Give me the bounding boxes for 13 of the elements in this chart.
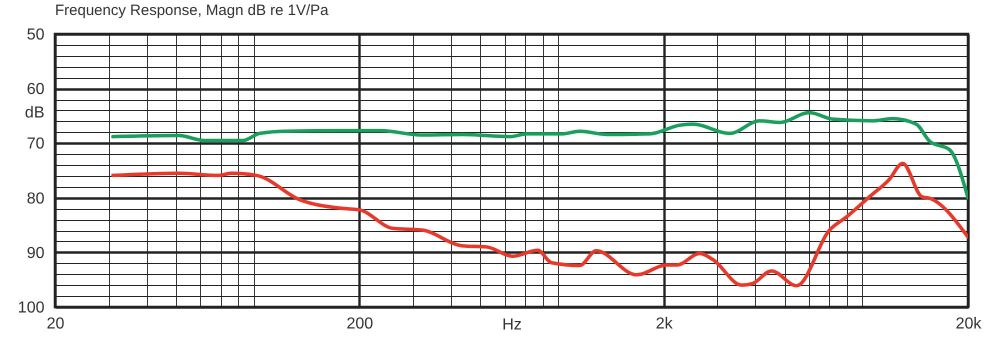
y-tick-label: 100: [18, 300, 45, 316]
x-tick-label: 200: [346, 316, 374, 332]
x-tick-label: 20k: [956, 316, 982, 332]
x-tick-label: 2k: [656, 316, 674, 332]
y-axis-title: dB: [24, 104, 44, 122]
y-tick-label: 60: [26, 81, 45, 98]
y-tick-label: 90: [26, 244, 45, 262]
y-tick-label: 80: [26, 190, 45, 208]
y-tick-label: 70: [26, 136, 45, 153]
chart-title: Frequency Response, Magn dB re 1V/Pa: [55, 2, 330, 19]
x-axis-title: Hz: [502, 316, 522, 334]
x-tick-label: 20: [46, 316, 64, 332]
y-tick-label: 50: [26, 26, 45, 44]
